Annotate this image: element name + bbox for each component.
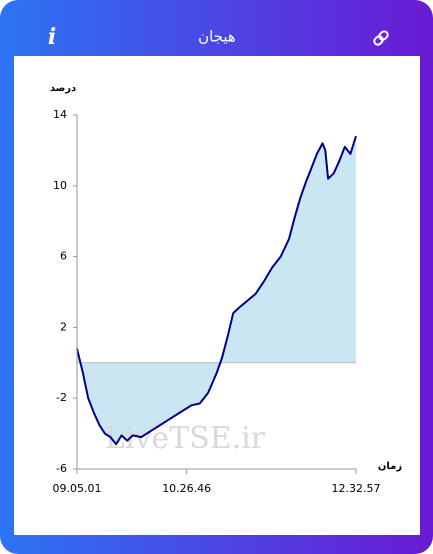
- area-fill: [77, 136, 356, 445]
- y-tick-label: -6: [56, 462, 67, 475]
- line: [76, 135, 357, 446]
- y-axis-label: درصد: [50, 83, 76, 94]
- x-tick-label: 12.32.57: [332, 482, 381, 495]
- y-tick-label: 14: [53, 108, 67, 121]
- info-button[interactable]: i: [48, 24, 56, 50]
- watermark: LiveTSE.ir: [105, 421, 266, 456]
- x-tick-label: 09.05.01: [53, 482, 102, 495]
- y-tick-label: 2: [60, 320, 67, 333]
- link-button[interactable]: [373, 30, 389, 46]
- link-icon: [378, 30, 389, 41]
- link-icon: [373, 35, 384, 46]
- page-title: هیجان: [198, 28, 236, 46]
- x-axis-label: زمان: [378, 461, 402, 472]
- y-tick-label: 6: [60, 250, 67, 263]
- y-tick-label: -2: [56, 391, 67, 404]
- y-tick-label: 10: [53, 179, 67, 192]
- x-tick-label: 10.26.46: [162, 482, 211, 495]
